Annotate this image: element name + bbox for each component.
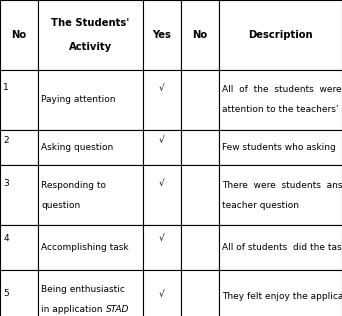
Text: Accomplishing task: Accomplishing task xyxy=(41,243,129,252)
Text: They felt enjoy the application of: They felt enjoy the application of xyxy=(222,292,342,301)
Text: Being enthusiastic: Being enthusiastic xyxy=(41,285,125,295)
Bar xyxy=(181,165,219,225)
Bar xyxy=(219,70,342,130)
Bar xyxy=(181,225,219,270)
Bar xyxy=(181,270,219,316)
Bar xyxy=(38,130,143,165)
Text: question: question xyxy=(41,200,81,210)
Text: in application: in application xyxy=(41,306,106,314)
Bar xyxy=(181,130,219,165)
Text: Responding to: Responding to xyxy=(41,180,106,190)
Text: There  were  students  answered: There were students answered xyxy=(222,180,342,190)
Bar xyxy=(38,70,143,130)
Bar xyxy=(0,70,38,130)
Bar xyxy=(181,0,219,70)
Text: 3: 3 xyxy=(3,179,9,187)
Text: √: √ xyxy=(159,289,165,299)
Text: 5: 5 xyxy=(3,289,9,299)
Text: √: √ xyxy=(159,179,165,187)
Text: All  of  the  students  were  paid: All of the students were paid xyxy=(222,86,342,94)
Bar xyxy=(38,0,143,70)
Bar xyxy=(219,0,342,70)
Text: Few students who asking: Few students who asking xyxy=(222,143,336,152)
Text: The Students'

Activity: The Students' Activity xyxy=(51,18,130,52)
Bar xyxy=(219,225,342,270)
Text: teacher question: teacher question xyxy=(222,200,299,210)
Bar xyxy=(0,270,38,316)
Text: 2: 2 xyxy=(3,136,9,145)
Bar xyxy=(0,130,38,165)
Bar xyxy=(143,0,181,70)
Bar xyxy=(38,165,143,225)
Bar xyxy=(143,225,181,270)
Text: √: √ xyxy=(159,234,165,243)
Text: √: √ xyxy=(159,83,165,93)
Bar xyxy=(0,0,38,70)
Bar xyxy=(219,165,342,225)
Bar xyxy=(0,165,38,225)
Bar xyxy=(38,225,143,270)
Text: Description: Description xyxy=(248,30,313,40)
Text: No: No xyxy=(11,30,27,40)
Text: 1: 1 xyxy=(3,83,9,93)
Bar xyxy=(219,130,342,165)
Text: Yes: Yes xyxy=(153,30,171,40)
Text: All of students  did the task: All of students did the task xyxy=(222,243,342,252)
Bar xyxy=(143,70,181,130)
Bar xyxy=(0,225,38,270)
Bar xyxy=(143,270,181,316)
Bar xyxy=(38,270,143,316)
Text: Asking question: Asking question xyxy=(41,143,114,152)
Text: Paying attention: Paying attention xyxy=(41,95,116,105)
Bar xyxy=(143,165,181,225)
Text: No: No xyxy=(193,30,208,40)
Text: √: √ xyxy=(159,136,165,145)
Bar xyxy=(219,270,342,316)
Bar xyxy=(181,70,219,130)
Text: attention to the teachers’ explanation: attention to the teachers’ explanation xyxy=(222,106,342,114)
Text: STAD: STAD xyxy=(106,306,129,314)
Text: 4: 4 xyxy=(3,234,9,243)
Bar xyxy=(143,130,181,165)
